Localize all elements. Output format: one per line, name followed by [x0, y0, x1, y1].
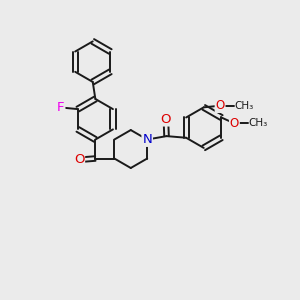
Text: O: O [230, 117, 239, 130]
Text: CH₃: CH₃ [249, 118, 268, 128]
Text: O: O [74, 153, 84, 166]
Text: N: N [142, 133, 152, 146]
Text: O: O [215, 99, 225, 112]
Text: CH₃: CH₃ [235, 101, 254, 111]
Text: O: O [160, 112, 171, 126]
Text: F: F [57, 101, 64, 114]
